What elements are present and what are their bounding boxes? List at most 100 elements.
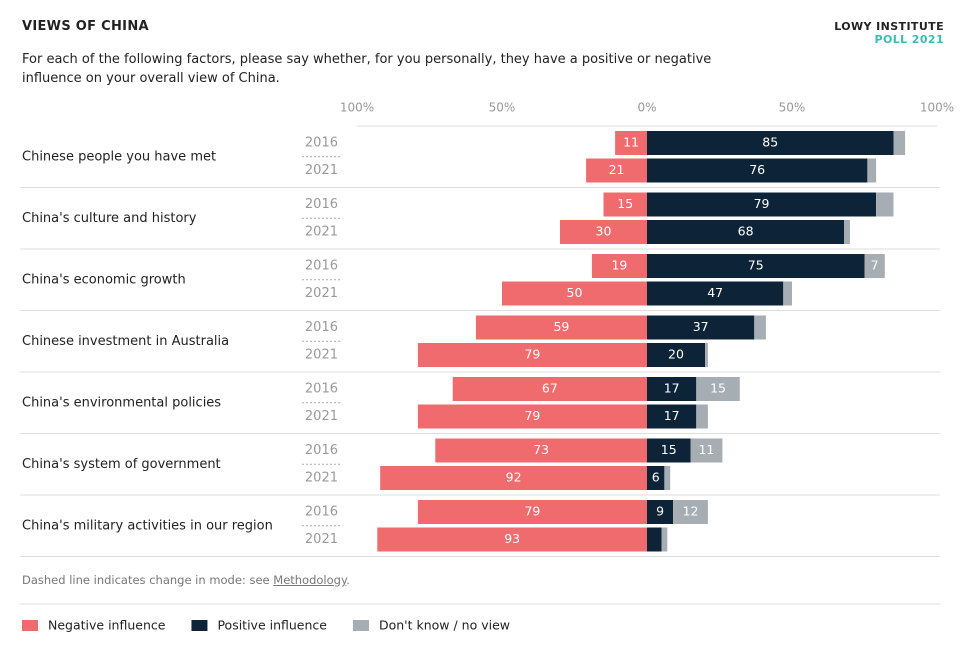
legend-label: Don't know / no view [379, 618, 510, 633]
value-label: 15 [710, 381, 726, 396]
legend-swatch [352, 620, 369, 631]
category-label: China's environmental policies [22, 395, 221, 410]
year-label: 2021 [305, 532, 338, 547]
bar [377, 527, 647, 552]
value-label: 73 [533, 442, 549, 457]
bar [452, 377, 647, 401]
bar [647, 315, 755, 340]
year-label: 2016 [305, 259, 338, 274]
bar [661, 527, 668, 552]
value-label: 17 [664, 408, 680, 423]
bar [783, 281, 792, 306]
bar [647, 527, 662, 552]
bar [867, 158, 877, 183]
subtitle: For each of the following factors, pleas… [22, 52, 712, 86]
bar [647, 158, 868, 183]
legend-swatch [22, 620, 38, 631]
note: Dashed line indicates change in mode: se… [22, 573, 350, 587]
bar [417, 343, 647, 367]
value-label: 7 [871, 258, 879, 273]
value-label: 19 [611, 258, 627, 273]
bar [876, 192, 894, 217]
value-label: 30 [596, 224, 612, 239]
value-label: 93 [504, 531, 520, 546]
value-label: 6 [652, 470, 660, 485]
bar [435, 438, 647, 463]
x-tick-label: 50% [779, 101, 806, 115]
value-label: 11 [698, 442, 714, 457]
x-tick-label: 100% [340, 101, 374, 115]
bar [475, 315, 647, 340]
x-tick-label: 100% [920, 101, 954, 115]
year-label: 2016 [305, 382, 338, 397]
year-label: 2016 [305, 443, 338, 458]
year-label: 2016 [305, 320, 338, 335]
bar [591, 254, 647, 278]
value-label: 79 [524, 347, 540, 362]
brand-poll: POLL 2021 [874, 33, 944, 46]
category-label: China's military activities in our regio… [22, 518, 273, 533]
bar [586, 158, 647, 183]
bar [647, 192, 877, 217]
x-tick-label: 0% [637, 101, 656, 115]
value-label: 79 [524, 504, 540, 519]
category-label: China's economic growth [22, 272, 186, 287]
bar [647, 500, 674, 524]
category-label: China's system of government [22, 457, 221, 472]
year-label: 2021 [305, 286, 338, 301]
legend-swatch [191, 620, 208, 631]
value-label: 37 [693, 319, 709, 334]
value-label: 85 [762, 135, 778, 150]
value-label: 15 [617, 196, 633, 211]
category-label: Chinese people you have met [22, 149, 216, 164]
bar [647, 131, 894, 155]
bar [690, 438, 723, 463]
legend-label: Negative influence [48, 618, 166, 633]
note-text: Dashed line indicates change in mode: se… [22, 573, 274, 587]
methodology-link[interactable]: Methodology [273, 573, 347, 587]
chart-title: VIEWS OF CHINA [22, 19, 149, 34]
bar [615, 131, 647, 155]
bar [705, 343, 708, 367]
value-label: 15 [661, 442, 677, 457]
category-label: Chinese investment in Australia [22, 334, 229, 349]
bar [603, 192, 647, 217]
value-label: 12 [683, 504, 699, 519]
year-label: 2016 [305, 505, 338, 520]
bar [417, 500, 647, 524]
bar [647, 343, 705, 367]
value-label: 67 [542, 381, 558, 396]
note-end: . [346, 573, 350, 587]
year-label: 2021 [305, 225, 338, 240]
bar [754, 315, 766, 340]
brand: LOWY INSTITUTE [834, 20, 944, 33]
bar [647, 438, 691, 463]
year-label: 2021 [305, 163, 338, 178]
value-label: 21 [609, 162, 625, 177]
value-label: 92 [506, 470, 522, 485]
value-label: 68 [738, 224, 754, 239]
bar [380, 466, 647, 490]
value-label: 17 [664, 381, 680, 396]
year-label: 2021 [305, 471, 338, 486]
bar [560, 220, 647, 244]
bar [647, 220, 845, 244]
bar [673, 500, 708, 524]
bar [664, 466, 671, 490]
bar [696, 377, 740, 401]
value-label: 20 [668, 347, 684, 362]
value-label: 75 [748, 258, 764, 273]
value-label: 47 [707, 285, 723, 300]
bar [647, 377, 697, 401]
value-label: 79 [524, 408, 540, 423]
x-tick-label: 50% [489, 101, 516, 115]
year-label: 2021 [305, 348, 338, 363]
year-label: 2016 [305, 136, 338, 151]
value-label: 9 [656, 504, 664, 519]
value-label: 50 [567, 285, 583, 300]
value-label: 59 [553, 319, 569, 334]
bar [864, 254, 885, 278]
bar [647, 404, 697, 429]
year-label: 2016 [305, 197, 338, 212]
